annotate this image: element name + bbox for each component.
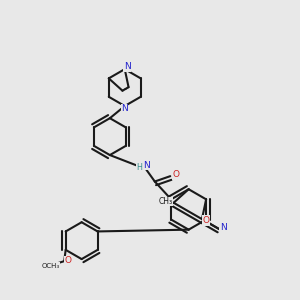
Text: OCH₃: OCH₃	[42, 262, 60, 268]
Text: N: N	[220, 223, 226, 232]
Text: N: N	[143, 161, 150, 170]
Text: O: O	[172, 170, 179, 179]
Text: N: N	[203, 217, 210, 226]
Text: N: N	[122, 104, 128, 113]
Text: CH₃: CH₃	[158, 197, 172, 206]
Text: N: N	[124, 62, 130, 71]
Text: O: O	[202, 215, 210, 224]
Text: H: H	[136, 163, 142, 172]
Text: O: O	[65, 256, 72, 266]
